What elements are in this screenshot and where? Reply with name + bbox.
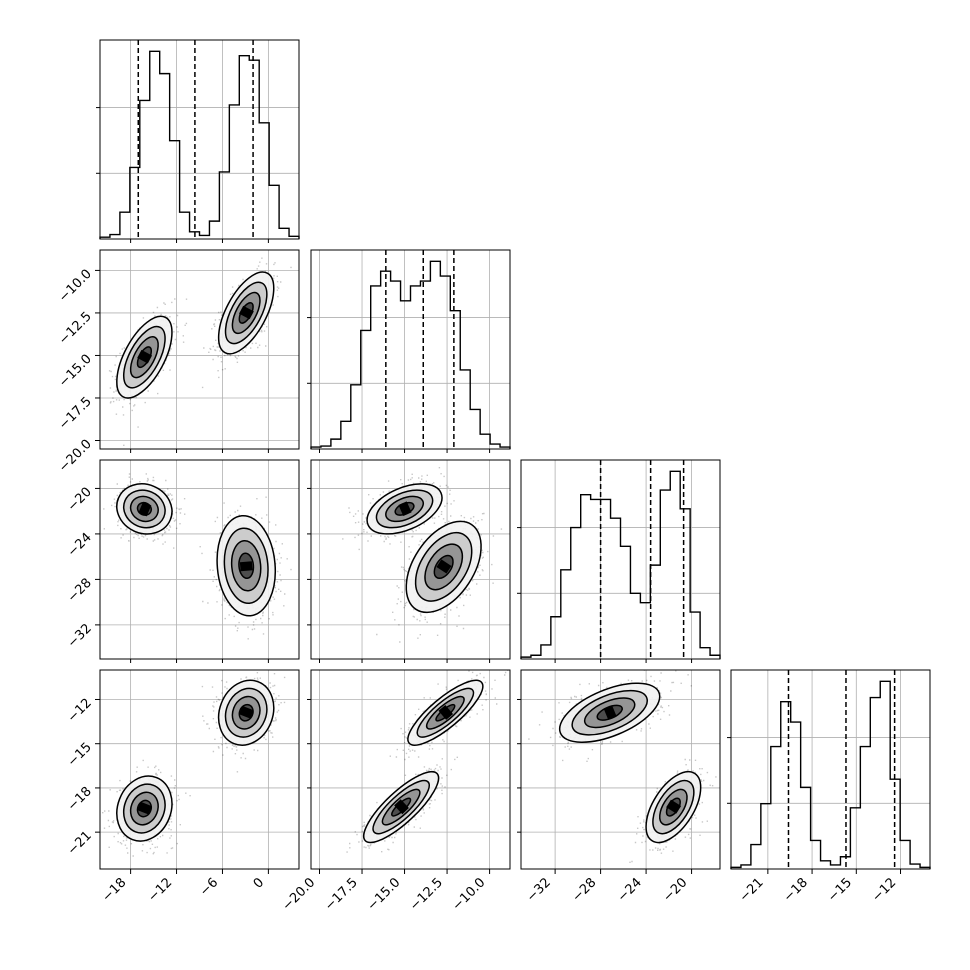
panel-frame bbox=[99, 249, 300, 450]
density-peak bbox=[394, 799, 409, 815]
y-tick-label: −10.0 bbox=[56, 267, 95, 306]
histogram-panel-2 bbox=[517, 459, 721, 660]
histogram-panel-1 bbox=[307, 249, 511, 450]
density-contours bbox=[405, 520, 482, 614]
density-peak bbox=[239, 305, 254, 320]
density-peak bbox=[137, 801, 152, 815]
y-tick-label: −28 bbox=[65, 576, 95, 606]
histogram-panel-0 bbox=[96, 39, 300, 240]
density-contours bbox=[362, 770, 440, 844]
density-contours bbox=[116, 315, 173, 399]
scatter-panel-2-3 bbox=[520, 669, 721, 870]
x-tick-label: −12 bbox=[145, 875, 175, 905]
density-peak bbox=[666, 799, 682, 814]
y-tick-label: −18 bbox=[65, 784, 95, 814]
y-tick-label: −15 bbox=[65, 740, 95, 770]
density-peak bbox=[239, 561, 253, 572]
y-tick-label: −12.5 bbox=[56, 309, 95, 348]
x-tick-label: −18 bbox=[99, 875, 129, 905]
histogram-steps-0 bbox=[99, 50, 300, 239]
x-tick-label: −24 bbox=[615, 875, 645, 905]
x-tick-label: −10.0 bbox=[450, 875, 489, 914]
x-tick-label: −28 bbox=[569, 875, 599, 905]
density-contours bbox=[216, 514, 277, 617]
density-contours bbox=[407, 679, 484, 746]
panel-frame bbox=[99, 459, 300, 660]
x-tick-label: −20.0 bbox=[280, 875, 319, 914]
scatter-panel-1-2 bbox=[310, 459, 511, 660]
histogram-panel-3 bbox=[727, 669, 931, 870]
x-tick-label: −21 bbox=[737, 875, 767, 905]
x-tick-label: −32 bbox=[524, 875, 554, 905]
scatter-panel-0-3 bbox=[99, 669, 300, 870]
histogram-steps-3 bbox=[730, 680, 931, 869]
panel-frame bbox=[730, 669, 931, 870]
density-contours bbox=[116, 483, 173, 535]
panel-frame bbox=[520, 459, 721, 660]
density-contours bbox=[217, 679, 275, 746]
y-tick-label: −21 bbox=[65, 828, 95, 858]
density-peak bbox=[398, 501, 412, 516]
x-tick-label: −20 bbox=[660, 875, 690, 905]
density-contours bbox=[366, 483, 443, 535]
y-tick-label: −32 bbox=[65, 621, 95, 651]
histogram-steps-2 bbox=[520, 470, 721, 659]
y-tick-label: −20.0 bbox=[56, 437, 95, 476]
x-tick-label: −18 bbox=[781, 875, 811, 905]
density-peak bbox=[603, 705, 617, 720]
panel-frame bbox=[520, 669, 721, 870]
scatter-panel-0-1 bbox=[99, 249, 300, 450]
panel-frame bbox=[99, 669, 300, 870]
panel-frame bbox=[310, 669, 511, 870]
scatter-panel-1-3 bbox=[310, 669, 511, 870]
density-peak bbox=[239, 705, 254, 719]
y-tick-label: −15.0 bbox=[56, 352, 95, 391]
x-tick-label: −12 bbox=[869, 875, 899, 905]
x-tick-label: −17.5 bbox=[322, 875, 361, 914]
density-peak bbox=[436, 559, 452, 574]
x-tick-label: 0 bbox=[251, 875, 267, 891]
panel-frame bbox=[310, 459, 511, 660]
panel-frame bbox=[99, 39, 300, 240]
x-tick-label: −15 bbox=[825, 875, 855, 905]
density-contours bbox=[558, 682, 661, 743]
scatter-points bbox=[201, 672, 286, 773]
y-tick-label: −17.5 bbox=[56, 394, 95, 433]
histogram-steps-1 bbox=[310, 260, 511, 449]
panel-frame bbox=[310, 249, 511, 450]
density-contours bbox=[217, 271, 275, 355]
density-peak bbox=[438, 704, 454, 720]
density-contours bbox=[645, 770, 702, 844]
y-tick-label: −24 bbox=[65, 530, 95, 560]
density-peak bbox=[138, 501, 152, 517]
x-tick-label: −12.5 bbox=[407, 875, 446, 914]
x-tick-label: −15.0 bbox=[365, 875, 404, 914]
density-contours bbox=[116, 775, 173, 842]
x-tick-label: −6 bbox=[197, 875, 221, 899]
y-tick-label: −20 bbox=[65, 485, 95, 515]
y-tick-label: −12 bbox=[65, 696, 95, 726]
density-peak bbox=[137, 349, 153, 364]
scatter-panel-0-2 bbox=[99, 459, 300, 660]
